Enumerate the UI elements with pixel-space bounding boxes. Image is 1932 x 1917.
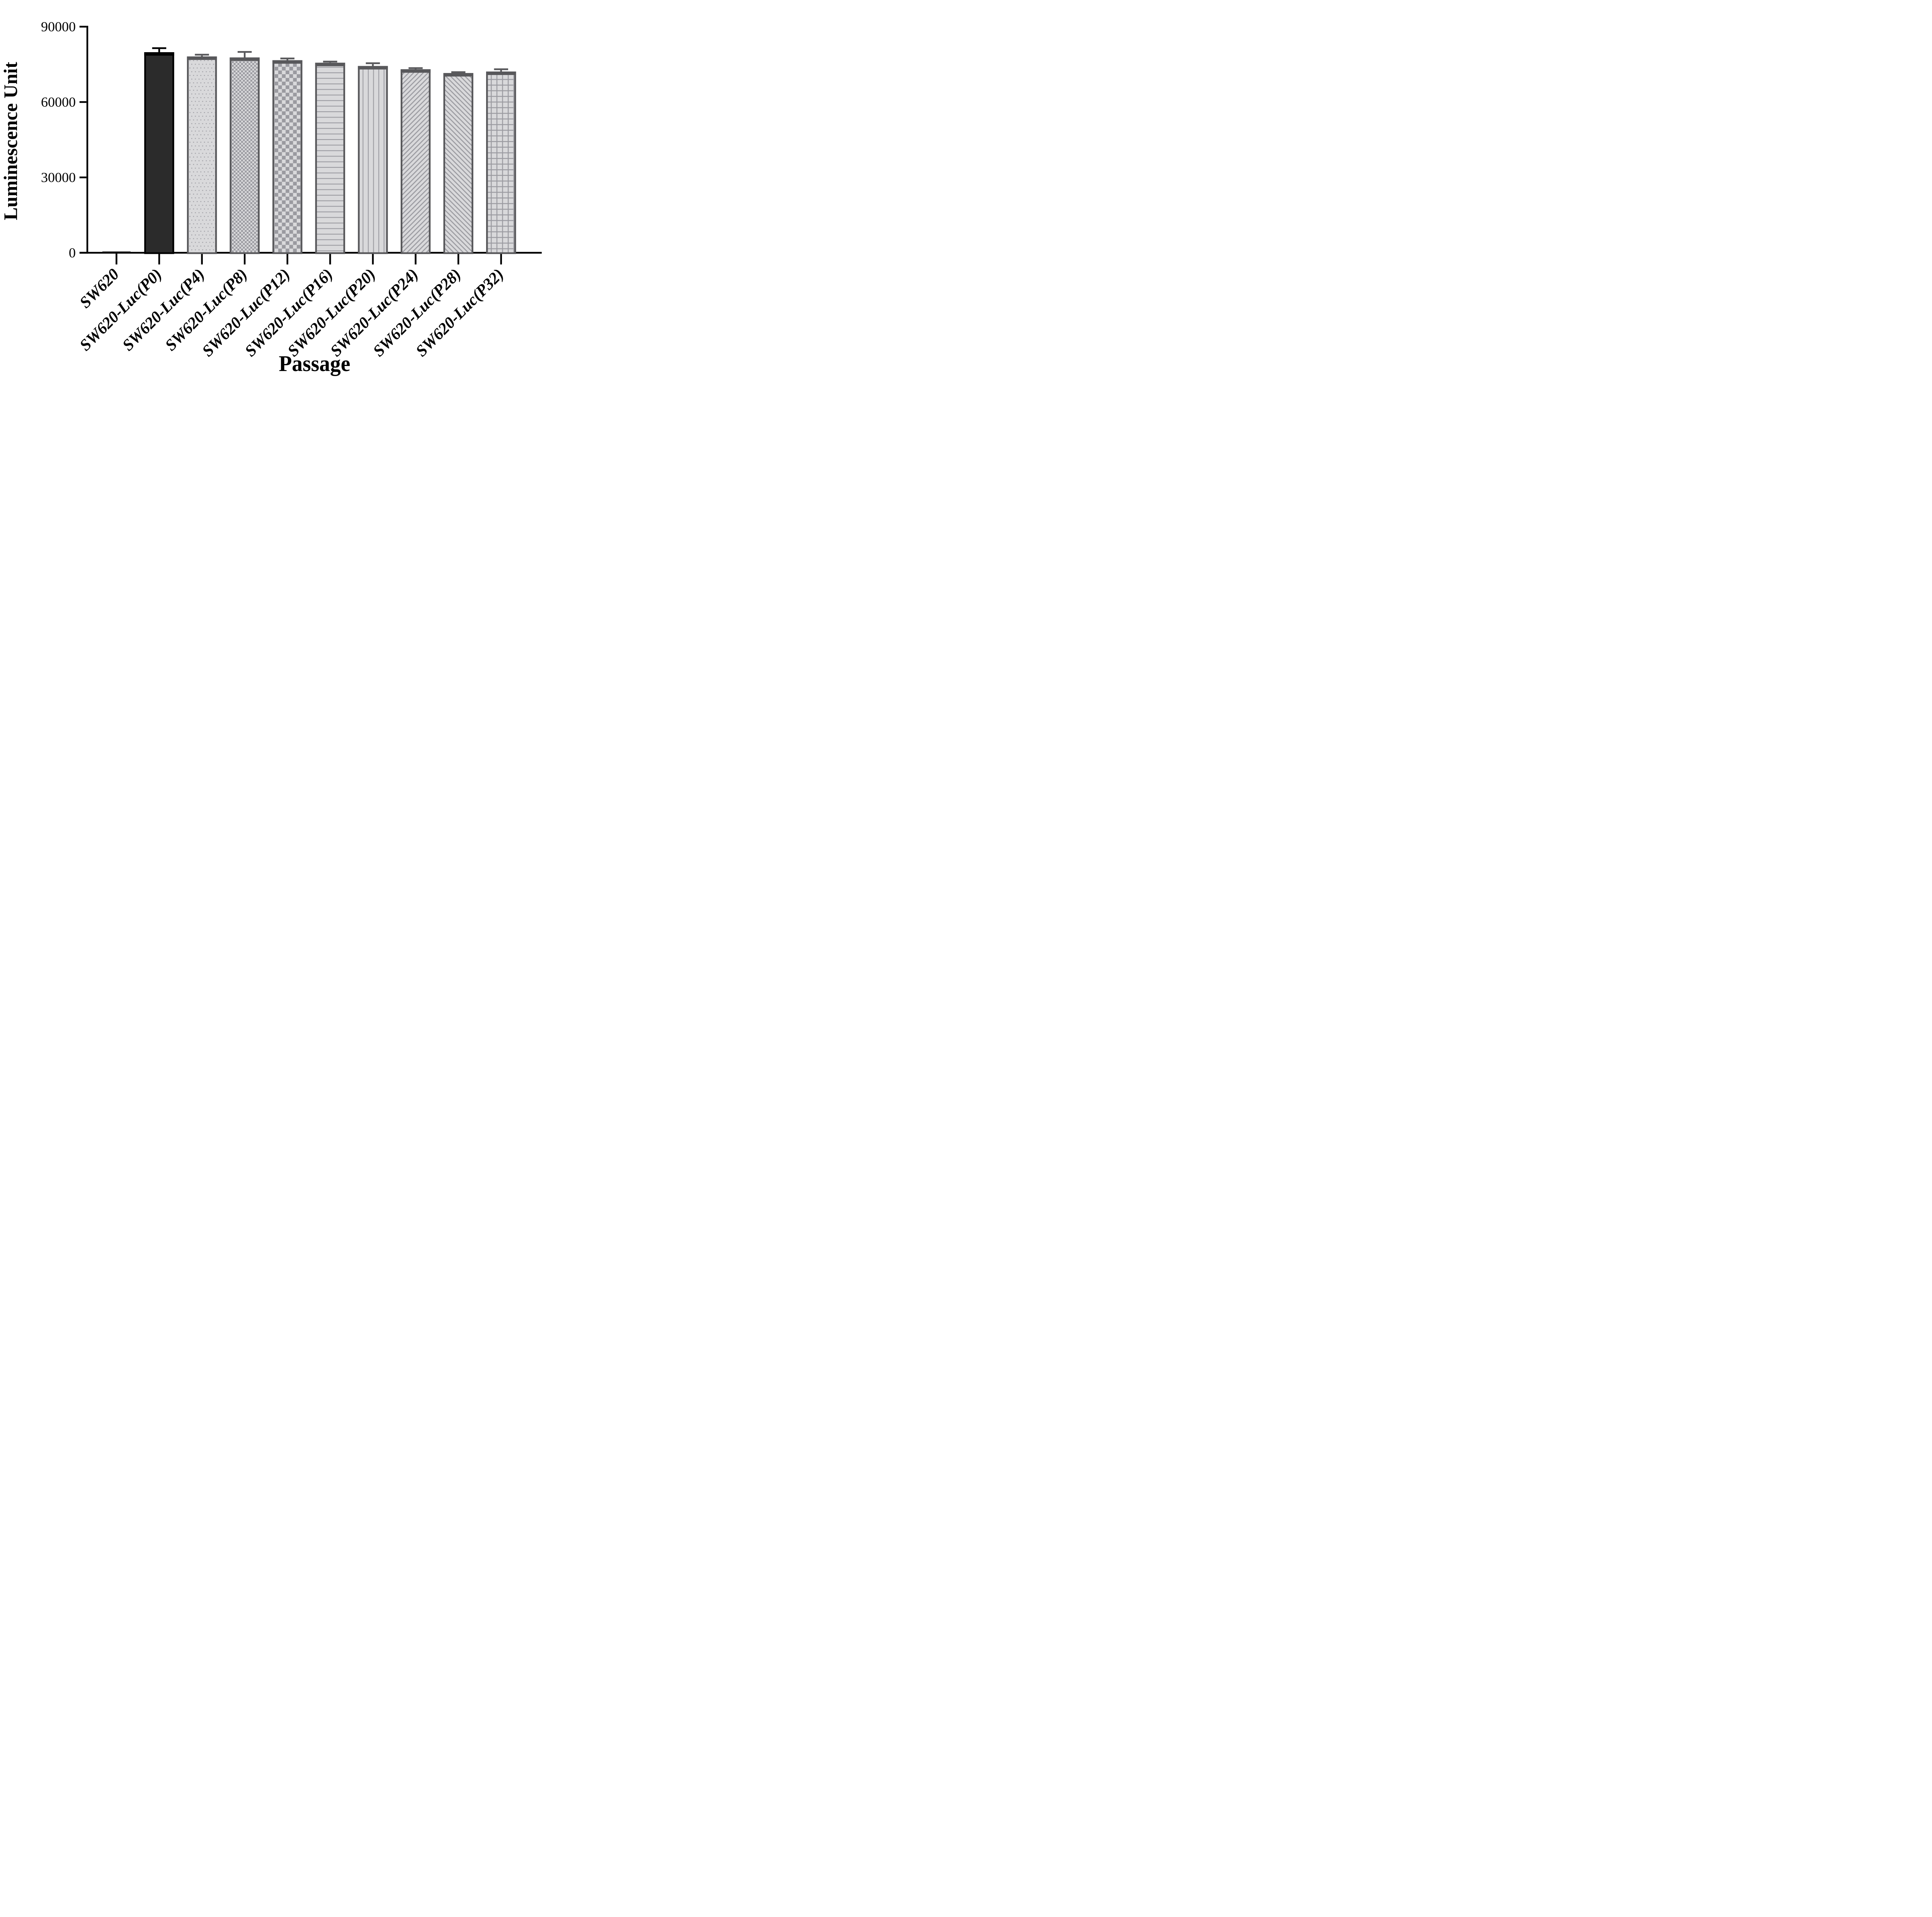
bar-top-edge	[486, 72, 516, 75]
y-axis-title: Luminescence Unit	[0, 62, 21, 220]
x-tick	[158, 254, 160, 265]
bar-SW620-Luc(P8)	[230, 57, 260, 254]
error-bar-stem	[243, 53, 246, 59]
plot-area: 0300006000090000SW620SW620-Luc(P0)SW620-…	[41, 19, 542, 360]
bar-top-edge	[315, 63, 345, 66]
bar-top-edge	[272, 60, 303, 64]
y-tick-label: 90000	[41, 19, 76, 34]
error-bar-cap	[237, 51, 252, 53]
x-tick	[243, 254, 246, 265]
y-axis-line	[86, 26, 88, 254]
x-tick	[329, 254, 331, 265]
y-tick	[79, 176, 87, 179]
bar-SW620-Luc(P16)	[315, 63, 345, 254]
bar-SW620-Luc(P28)	[443, 73, 473, 254]
error-bar-cap	[366, 62, 380, 64]
x-axis-title: Passage	[279, 351, 350, 376]
y-tick	[79, 101, 87, 103]
bar-SW620-Luc(P12)	[272, 60, 303, 254]
error-bar-cap	[152, 47, 167, 49]
bar-SW620-Luc(P32)	[486, 72, 516, 254]
error-bar-cap	[451, 71, 466, 73]
error-bar-stem	[372, 64, 374, 68]
y-tick-label: 0	[69, 245, 76, 260]
x-tick	[500, 254, 502, 265]
bar-SW620	[102, 251, 131, 253]
error-bar-stem	[158, 49, 160, 54]
x-tick	[116, 254, 117, 265]
bar-top-edge	[400, 69, 431, 73]
bar-top-edge	[358, 66, 388, 70]
error-bar-cap	[494, 68, 509, 70]
error-bar-cap	[408, 67, 423, 69]
y-tick-label: 30000	[41, 170, 76, 185]
x-tick	[286, 254, 289, 265]
x-tick	[201, 254, 203, 265]
bar-top-edge	[144, 52, 174, 56]
y-tick-label: 60000	[41, 94, 76, 110]
error-bar-cap	[280, 58, 295, 60]
bar-SW620-Luc(P4)	[187, 56, 217, 254]
x-axis-line	[80, 252, 542, 254]
x-tick	[457, 254, 459, 265]
y-tick	[79, 252, 87, 254]
error-bar-cap	[195, 54, 209, 56]
chart-canvas: 0300006000090000SW620SW620-Luc(P0)SW620-…	[0, 19, 542, 376]
bar-SW620-Luc(P24)	[400, 69, 431, 254]
bar-top-edge	[443, 73, 473, 77]
bar-chart-figure: 0 30000 60000 90000 SW620 SW620-Luc(P0) SW620-…	[0, 0, 551, 383]
y-tick	[79, 26, 87, 28]
bar-top-edge	[230, 57, 260, 61]
error-bar-cap	[323, 61, 337, 63]
x-tick	[415, 254, 417, 265]
bar-SW620-Luc(P0)	[144, 52, 174, 254]
bar-SW620-Luc(P20)	[358, 66, 388, 254]
bar-top-edge	[187, 56, 217, 60]
x-tick	[372, 254, 374, 265]
